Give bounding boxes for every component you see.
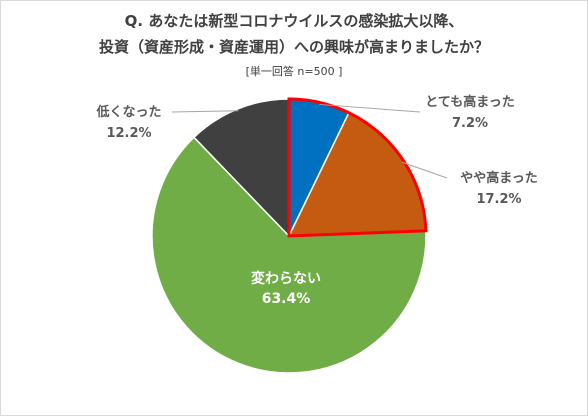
label-totemo-name: とても高まった <box>425 94 514 110</box>
label-yaya-name: やや高まった <box>460 170 537 186</box>
pie-slice-2 <box>151 136 427 374</box>
pie-slice-3 <box>192 98 290 238</box>
leader-lines <box>171 103 448 179</box>
leader-line-1 <box>401 161 448 179</box>
leader-line-2 <box>171 110 239 113</box>
label-kawaranai-value: 63.4% <box>262 291 311 307</box>
chart-title: Q. あなたは新型コロナウイルスの感染拡大以降、 <box>124 12 464 30</box>
chart-title-line2: 投資（資産形成・資産運用）への興味が高まりましたか？ <box>98 38 489 56</box>
highlight-outline <box>287 97 428 238</box>
label-totemo-value: 7.2% <box>452 116 488 131</box>
label-yaya-value: 17.2% <box>476 192 521 207</box>
chart-subtitle: [単一回答 n=500 ] <box>245 65 343 78</box>
label-kawaranai-name: 変わらない <box>251 270 321 287</box>
label-hikuku-name: 低くなった <box>95 104 161 120</box>
label-hikuku-value: 12.2% <box>106 126 151 141</box>
pie-slices <box>151 98 427 374</box>
leader-line-0 <box>319 103 421 113</box>
